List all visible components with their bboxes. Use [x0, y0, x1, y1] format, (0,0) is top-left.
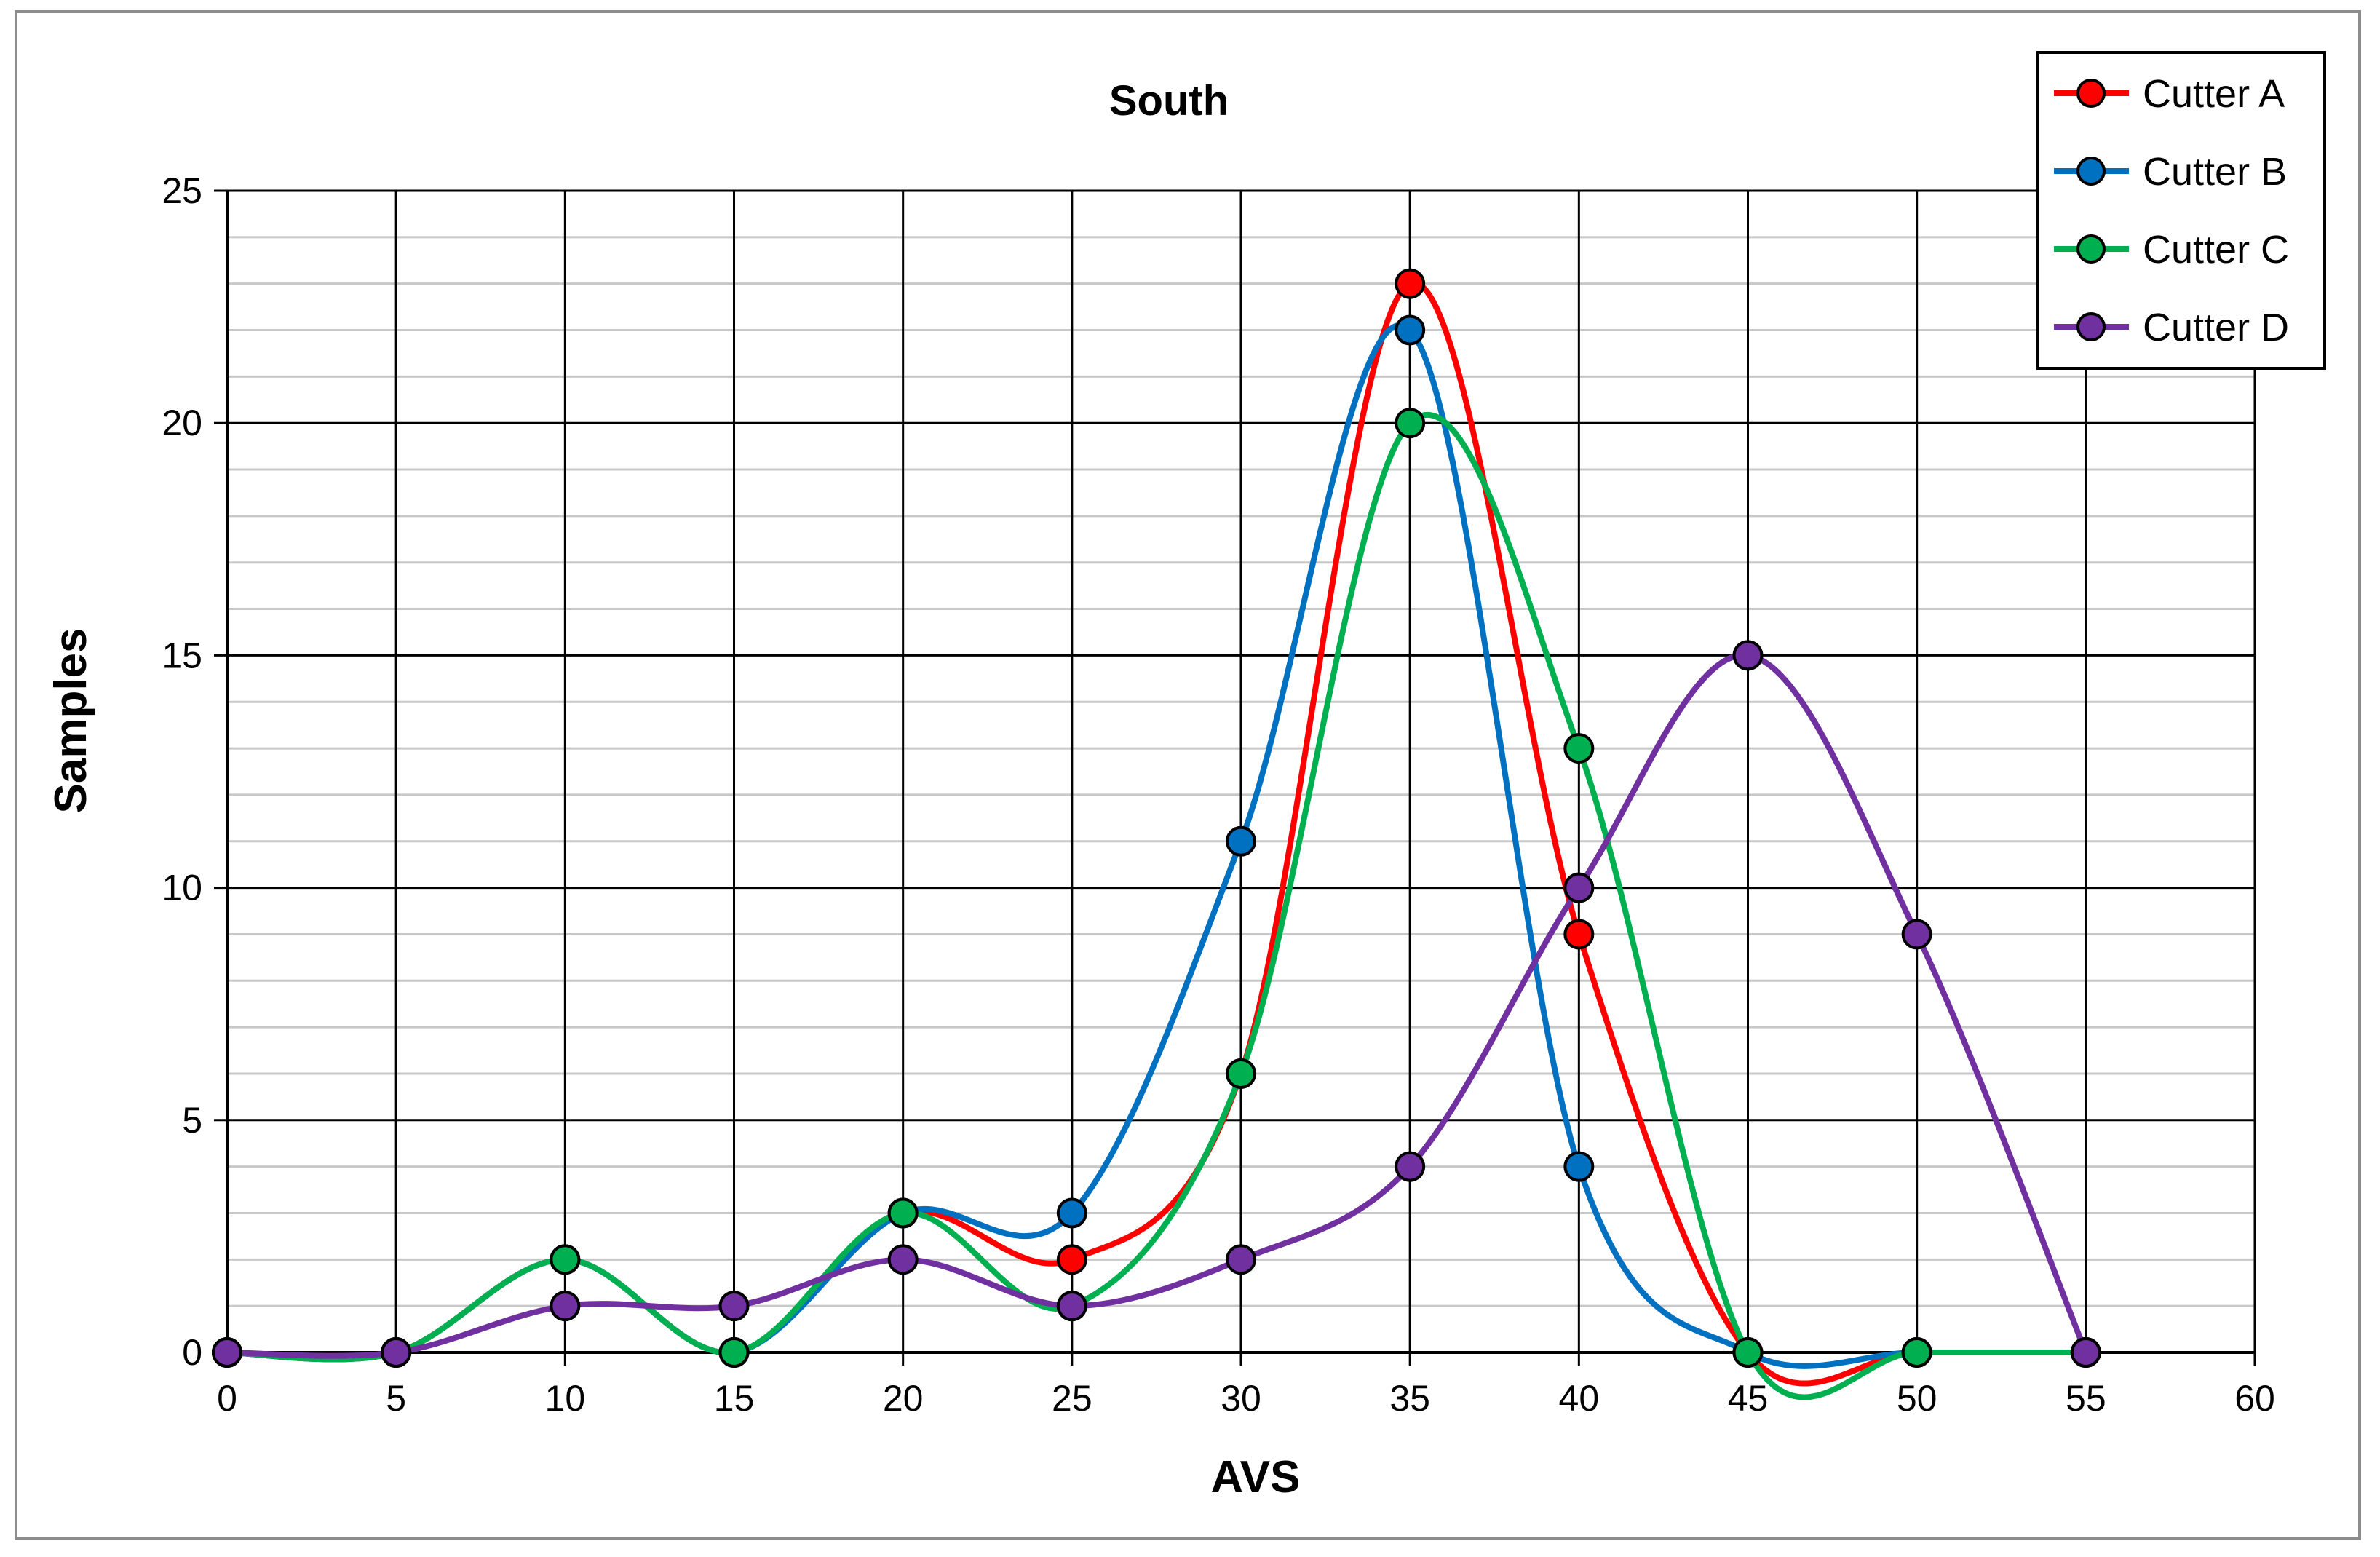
- x-tick-label: 30: [1221, 1378, 1261, 1419]
- cutter-d-point: [718, 1291, 750, 1322]
- cutter-c-legend-label: Cutter C: [2143, 228, 2289, 272]
- y-tick-label: 25: [162, 170, 202, 211]
- cutter-d-legend-label: Cutter D: [2143, 306, 2289, 349]
- y-tick-label: 15: [162, 635, 202, 676]
- y-tick-label: 0: [182, 1332, 202, 1373]
- x-tick-label: 60: [2234, 1378, 2275, 1419]
- cutter-b-point: [1226, 825, 1256, 857]
- x-tick-label: 35: [1389, 1378, 1430, 1419]
- chart-frame: [15, 10, 2361, 1540]
- cutter-d-point: [381, 1337, 412, 1368]
- y-tick-label: 10: [162, 868, 202, 908]
- cutter-a-line: [226, 280, 2086, 1387]
- cutter-c-point: [1732, 1337, 1764, 1368]
- x-tick-label: 50: [1897, 1378, 1937, 1419]
- cutter-d-point: [2070, 1337, 2101, 1368]
- cutter-a-point: [1563, 919, 1595, 950]
- cutter-a-point: [1056, 1244, 1087, 1275]
- x-tick-label: 55: [2066, 1378, 2106, 1419]
- cutter-b-point: [1056, 1197, 1087, 1229]
- series-markers: [212, 268, 2101, 1368]
- cutter-d-point: [887, 1244, 919, 1275]
- cutter-b-legend-marker: [2076, 157, 2106, 186]
- x-tick-label: 20: [883, 1378, 924, 1419]
- cutter-d-legend-marker: [2076, 312, 2106, 341]
- cutter-c-point: [1395, 408, 1426, 439]
- y-tick-label: 5: [182, 1100, 202, 1141]
- chart-title: South: [1109, 77, 1229, 124]
- cutter-d-point: [1732, 640, 1764, 671]
- x-tick-label: 15: [714, 1378, 755, 1419]
- cutter-b-point: [1563, 1151, 1595, 1182]
- cutter-d-line: [226, 652, 2089, 1359]
- cutter-a-legend-marker: [2076, 79, 2106, 108]
- y-axis-title: Samples: [46, 627, 96, 813]
- cutter-d-point: [212, 1337, 242, 1368]
- cutter-b-point: [1395, 314, 1426, 346]
- x-tick-label: 10: [545, 1378, 586, 1419]
- cutter-c-point: [550, 1244, 581, 1275]
- x-tick-label: 5: [386, 1378, 406, 1419]
- cutter-c-line: [226, 411, 2086, 1400]
- x-tick-label: 40: [1559, 1378, 1600, 1419]
- cutter-c-point: [887, 1197, 919, 1229]
- cutter-c-point: [1901, 1337, 1932, 1368]
- x-tick-label: 25: [1052, 1378, 1092, 1419]
- cutter-d-point: [1226, 1244, 1256, 1275]
- legend: Cutter A Cutter B Cutter C Cutter D: [2036, 51, 2326, 370]
- grid: [214, 189, 2256, 1366]
- cutter-d-point: [1901, 919, 1932, 950]
- x-tick-label: 0: [217, 1378, 237, 1419]
- cutter-d-point: [550, 1291, 581, 1322]
- cutter-a-point: [1395, 268, 1426, 299]
- cutter-c-point: [1563, 733, 1595, 764]
- cutter-a-legend-label: Cutter A: [2143, 72, 2285, 116]
- cutter-c-point: [1226, 1058, 1256, 1089]
- cutter-c-legend-marker: [2076, 234, 2106, 264]
- x-tick-label: 45: [1728, 1378, 1769, 1419]
- cutter-c-point: [718, 1337, 750, 1368]
- cutter-b-line: [226, 322, 2086, 1369]
- y-tick-label: 20: [162, 403, 202, 443]
- cutter-d-point: [1563, 872, 1595, 903]
- cutter-b-legend-label: Cutter B: [2143, 150, 2287, 194]
- cutter-d-point: [1056, 1291, 1087, 1322]
- x-axis-title: AVS: [1211, 1452, 1301, 1502]
- series-lines: [226, 280, 2089, 1400]
- cutter-d-point: [1395, 1151, 1426, 1182]
